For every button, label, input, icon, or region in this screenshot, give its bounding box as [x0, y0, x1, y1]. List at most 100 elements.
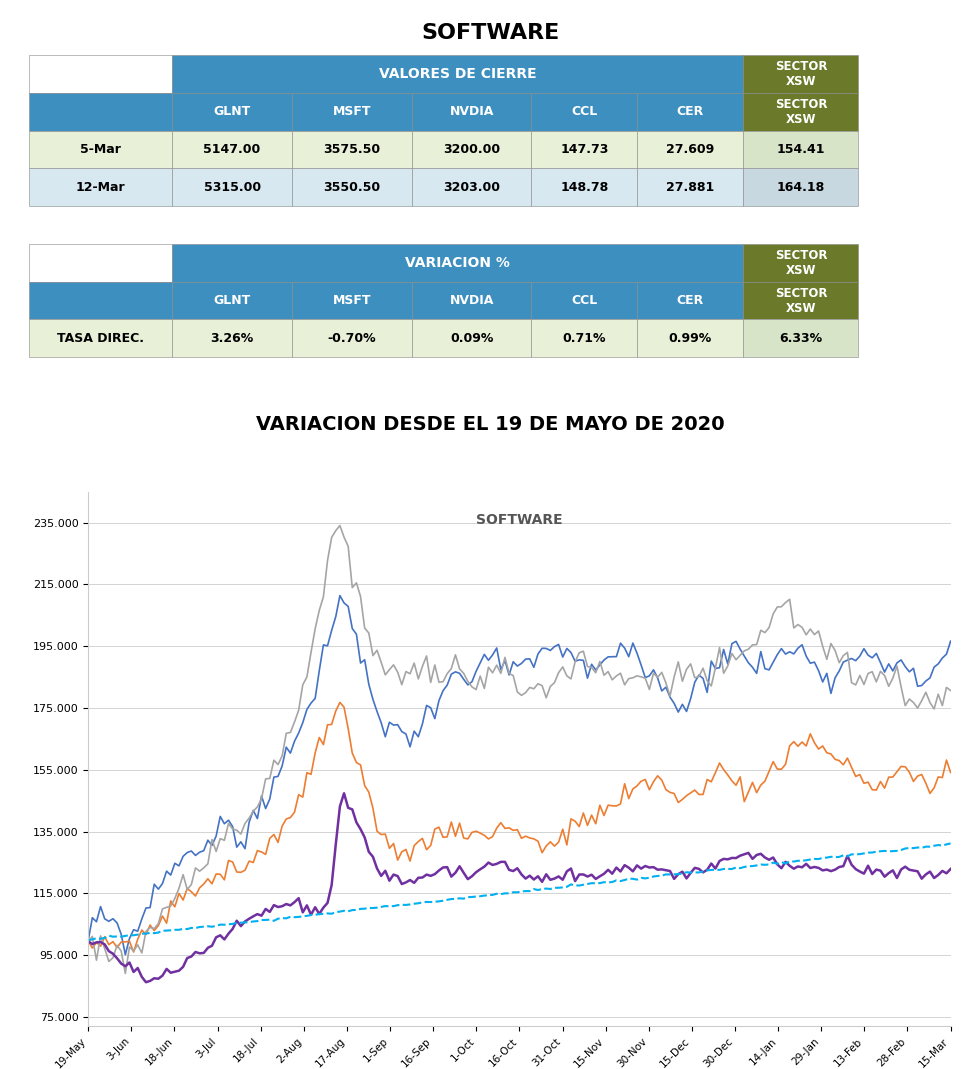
- MSFT: [862, 776, 874, 789]
- FancyBboxPatch shape: [29, 93, 172, 130]
- FancyBboxPatch shape: [172, 244, 744, 281]
- FancyBboxPatch shape: [531, 281, 637, 320]
- CCL: [499, 855, 511, 868]
- MSFT: [268, 828, 279, 841]
- Text: CER: CER: [677, 105, 704, 119]
- GLNT: [268, 771, 279, 784]
- FancyBboxPatch shape: [29, 244, 172, 281]
- FancyBboxPatch shape: [292, 281, 412, 320]
- FancyBboxPatch shape: [531, 93, 637, 130]
- FancyBboxPatch shape: [637, 130, 744, 168]
- Line: MSFT: MSFT: [88, 702, 951, 952]
- Line: CER: CER: [88, 843, 951, 941]
- Text: 0.99%: 0.99%: [668, 331, 712, 345]
- CCL: [268, 899, 279, 912]
- Text: 0.71%: 0.71%: [563, 331, 607, 345]
- FancyBboxPatch shape: [292, 93, 412, 130]
- GLNT: [82, 934, 94, 947]
- Text: 5-Mar: 5-Mar: [80, 143, 122, 156]
- CER: [512, 886, 523, 899]
- FancyBboxPatch shape: [292, 130, 412, 168]
- Text: CCL: CCL: [571, 105, 598, 119]
- NVDIA: [334, 520, 346, 532]
- CER: [82, 934, 94, 947]
- Text: 3.26%: 3.26%: [211, 331, 254, 345]
- Text: SECTOR
XSW: SECTOR XSW: [774, 97, 827, 126]
- MSFT: [334, 696, 346, 709]
- FancyBboxPatch shape: [412, 168, 531, 206]
- NVDIA: [812, 624, 824, 637]
- FancyBboxPatch shape: [531, 130, 637, 168]
- FancyBboxPatch shape: [172, 320, 292, 357]
- GLNT: [862, 649, 874, 662]
- Text: 164.18: 164.18: [777, 181, 825, 193]
- FancyBboxPatch shape: [637, 168, 744, 206]
- NVDIA: [268, 754, 279, 766]
- FancyBboxPatch shape: [637, 320, 744, 357]
- MSFT: [519, 830, 531, 842]
- Text: MSFT: MSFT: [332, 105, 371, 119]
- FancyBboxPatch shape: [744, 55, 858, 93]
- Text: NVDIA: NVDIA: [450, 105, 494, 119]
- GLNT: [90, 915, 102, 928]
- Text: 27.609: 27.609: [666, 143, 714, 156]
- Text: NVDIA: NVDIA: [450, 294, 494, 307]
- FancyBboxPatch shape: [292, 168, 412, 206]
- CCL: [519, 872, 531, 885]
- CCL: [812, 862, 824, 874]
- Text: VALORES DE CIERRE: VALORES DE CIERRE: [379, 67, 537, 81]
- Text: -0.70%: -0.70%: [327, 331, 376, 345]
- FancyBboxPatch shape: [172, 130, 292, 168]
- FancyBboxPatch shape: [172, 93, 292, 130]
- Text: GLNT: GLNT: [214, 294, 251, 307]
- NVDIA: [82, 935, 94, 948]
- FancyBboxPatch shape: [29, 168, 172, 206]
- NVDIA: [519, 686, 531, 699]
- Text: SECTOR
XSW: SECTOR XSW: [774, 286, 827, 314]
- CER: [854, 848, 865, 861]
- Text: 147.73: 147.73: [561, 143, 609, 156]
- Text: 0.09%: 0.09%: [450, 331, 493, 345]
- FancyBboxPatch shape: [172, 55, 744, 93]
- FancyBboxPatch shape: [637, 281, 744, 320]
- MSFT: [945, 766, 956, 779]
- GLNT: [499, 654, 511, 667]
- Text: SOFTWARE: SOFTWARE: [476, 513, 563, 527]
- NVDIA: [499, 651, 511, 664]
- FancyBboxPatch shape: [744, 168, 858, 206]
- Text: CCL: CCL: [571, 294, 598, 307]
- Line: NVDIA: NVDIA: [88, 526, 951, 974]
- GLNT: [519, 653, 531, 666]
- CCL: [862, 859, 874, 872]
- CER: [945, 837, 956, 850]
- Text: 6.33%: 6.33%: [779, 331, 822, 345]
- Text: 27.881: 27.881: [666, 181, 714, 193]
- FancyBboxPatch shape: [29, 320, 172, 357]
- FancyBboxPatch shape: [29, 130, 172, 168]
- CER: [264, 913, 275, 926]
- MSFT: [499, 822, 511, 835]
- GLNT: [334, 589, 346, 602]
- Text: CER: CER: [677, 294, 704, 307]
- FancyBboxPatch shape: [172, 168, 292, 206]
- Text: VARIACION DESDE EL 19 DE MAYO DE 2020: VARIACION DESDE EL 19 DE MAYO DE 2020: [256, 415, 724, 434]
- FancyBboxPatch shape: [637, 93, 744, 130]
- CCL: [140, 976, 152, 989]
- Text: 154.41: 154.41: [777, 143, 825, 156]
- FancyBboxPatch shape: [744, 244, 858, 281]
- CCL: [945, 863, 956, 876]
- Text: 3203.00: 3203.00: [443, 181, 500, 193]
- MSFT: [812, 743, 824, 756]
- NVDIA: [862, 667, 874, 680]
- Text: TASA DIREC.: TASA DIREC.: [57, 331, 144, 345]
- Text: 3200.00: 3200.00: [443, 143, 500, 156]
- FancyBboxPatch shape: [412, 130, 531, 168]
- CER: [491, 887, 503, 900]
- Line: GLNT: GLNT: [88, 595, 951, 955]
- FancyBboxPatch shape: [292, 320, 412, 357]
- GLNT: [120, 948, 131, 961]
- FancyBboxPatch shape: [531, 320, 637, 357]
- Text: SECTOR
XSW: SECTOR XSW: [774, 60, 827, 88]
- FancyBboxPatch shape: [412, 93, 531, 130]
- Text: SECTOR
XSW: SECTOR XSW: [774, 249, 827, 277]
